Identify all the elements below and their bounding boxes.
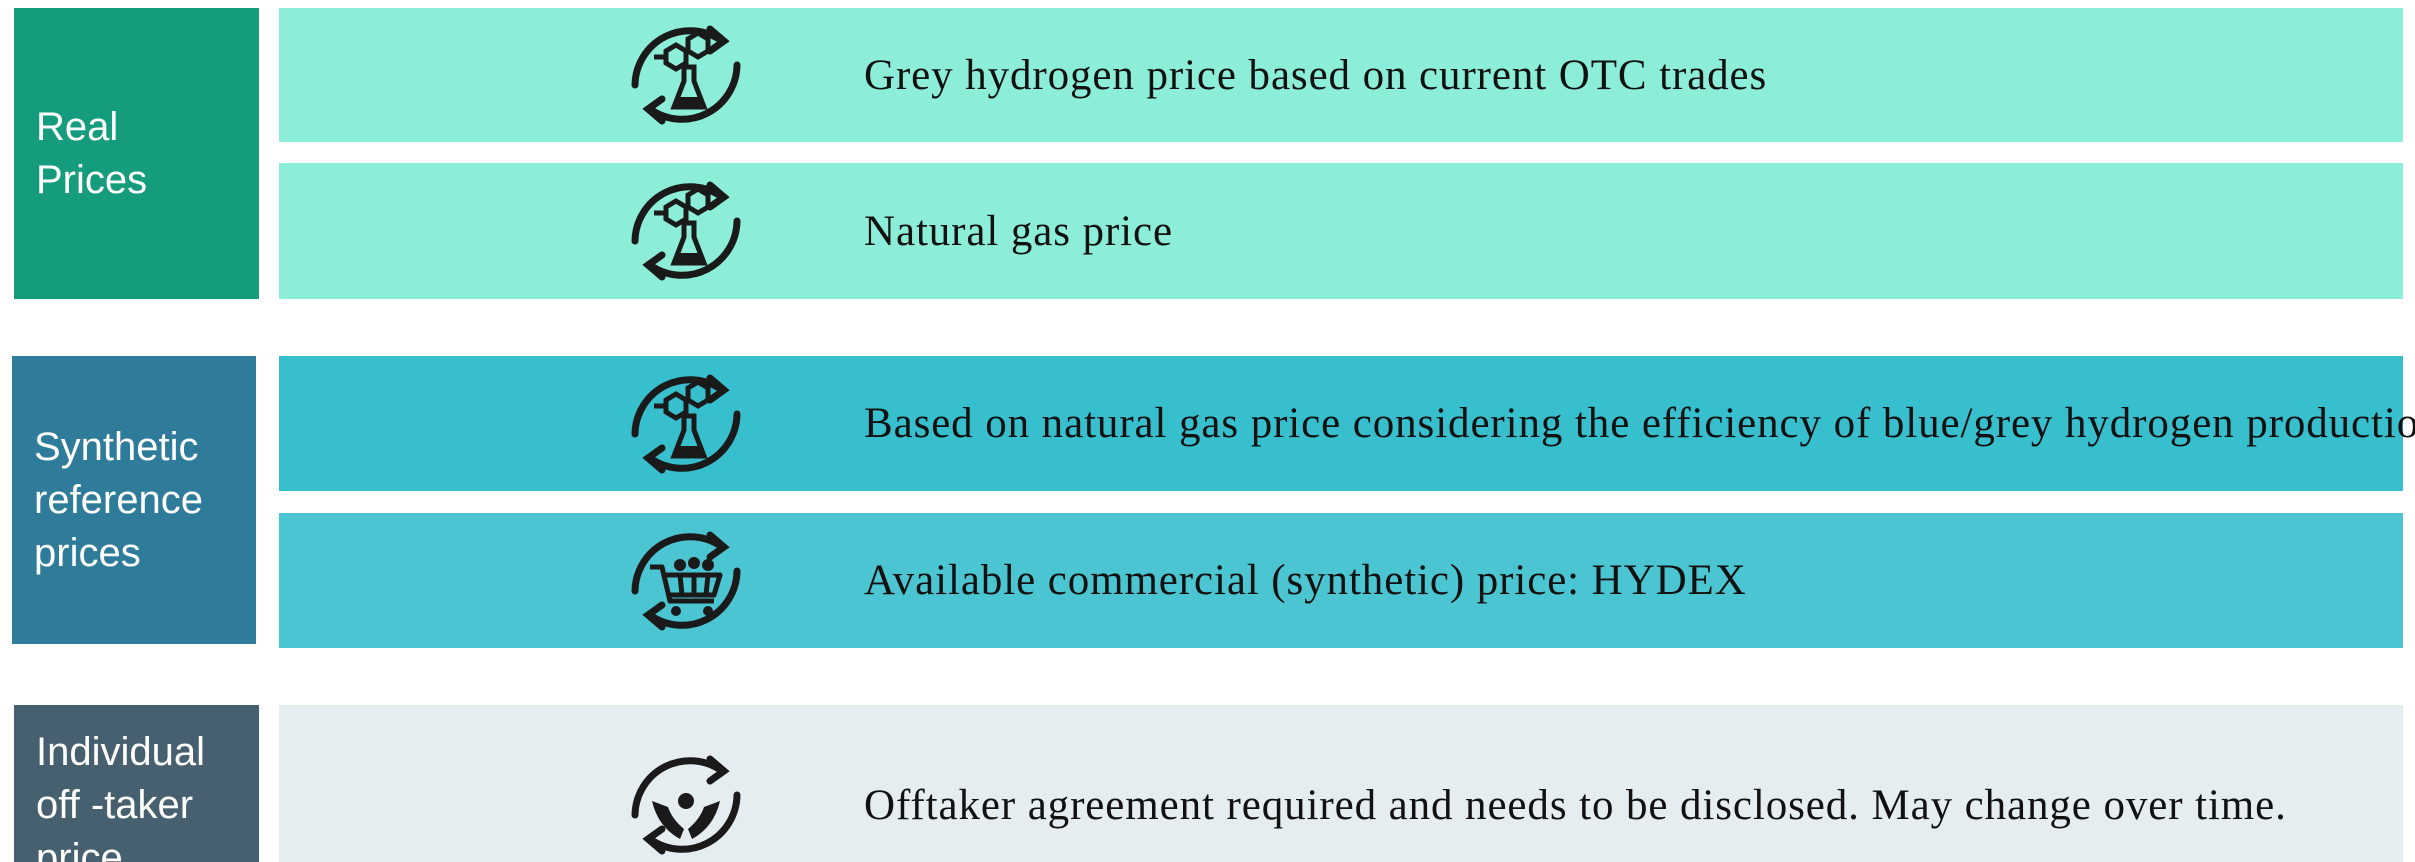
row-text: Grey hydrogen price based on current OTC… [864,51,1768,99]
row: Available commercial (synthetic) price: … [279,513,2403,648]
icon [622,741,750,862]
group-label-line: Individual [36,729,206,774]
group-label-line: Synthetic [34,424,199,469]
icon [622,360,750,488]
row: Based on natural gas price considering t… [279,356,2415,491]
group-label-line: price [36,835,123,862]
row: Grey hydrogen price based on current OTC… [279,8,2403,142]
group-label-line: prices [34,530,141,575]
icon [622,517,750,645]
row-text: Natural gas price [864,207,1173,255]
row: Offtaker agreement required and needs to… [279,705,2403,862]
group-label: Synthetic reference prices [12,356,256,644]
icon [622,167,750,295]
group-label-line: Real [36,104,119,149]
group-label: Individual off -taker price [14,705,259,862]
row-text: Based on natural gas price considering t… [864,400,2415,447]
icon [622,11,750,139]
row-text: Available commercial (synthetic) price: … [864,557,1747,604]
row-text: Offtaker agreement required and needs to… [864,781,2287,829]
group-label-line: Prices [36,157,148,202]
group-label: Real Prices [14,8,259,299]
group-label-line: off -taker [36,782,194,827]
row: Natural gas price [279,163,2403,299]
group-label-line: reference [34,477,203,522]
